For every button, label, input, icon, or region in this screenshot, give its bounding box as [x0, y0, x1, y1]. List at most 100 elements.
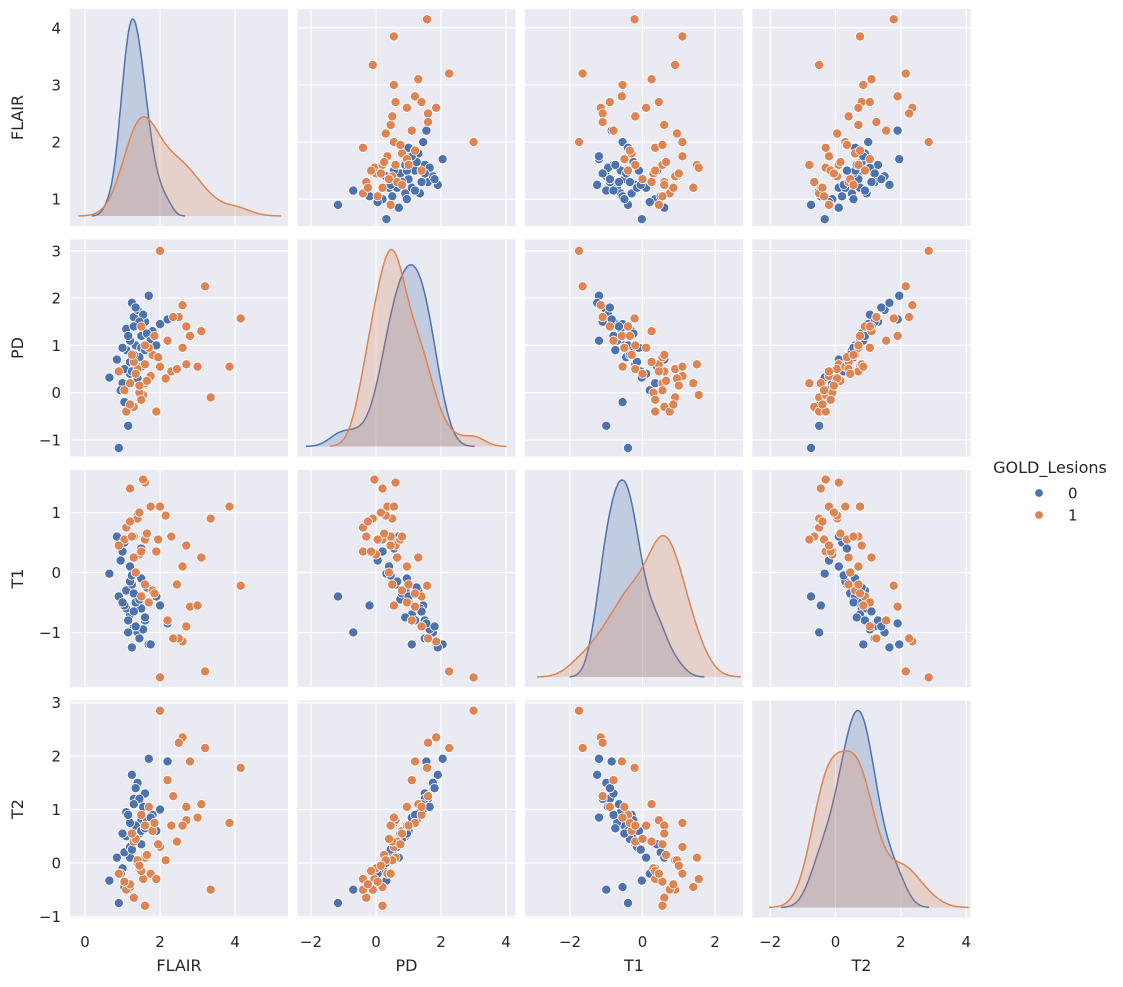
- scatter-point-group-1: [866, 74, 877, 85]
- scatter-point-group-1: [155, 245, 166, 256]
- scatter-point-group-1: [235, 762, 246, 773]
- scatter-point-group-0: [155, 804, 166, 815]
- y-tick-label: 3: [51, 242, 61, 260]
- x-tick-label: 4: [961, 933, 971, 951]
- scatter-point-group-0: [597, 168, 608, 179]
- scatter-point-group-1: [843, 111, 854, 122]
- scatter-point-group-1: [900, 68, 911, 79]
- scatter-point-group-1: [205, 392, 216, 403]
- scatter-point-group-0: [348, 185, 359, 196]
- scatter-point-group-1: [444, 666, 455, 677]
- scatter-point-group-1: [828, 507, 839, 518]
- scatter-point-group-1: [168, 791, 179, 802]
- scatter-point-group-0: [606, 756, 617, 767]
- scatter-point-group-1: [149, 330, 160, 341]
- scatter-point-group-0: [806, 199, 817, 210]
- scatter-point-group-1: [677, 841, 688, 852]
- scatter-point-group-1: [126, 349, 137, 360]
- scatter-point-group-0: [833, 561, 844, 572]
- scatter-point-group-0: [623, 442, 634, 453]
- scatter-point-group-1: [864, 621, 875, 632]
- scatter-point-group-0: [892, 618, 903, 629]
- scatter-point-group-1: [395, 839, 406, 850]
- scatter-point-group-1: [646, 177, 657, 188]
- scatter-point-group-1: [413, 552, 424, 563]
- scatter-point-group-1: [677, 31, 688, 42]
- scatter-point-group-1: [653, 366, 664, 377]
- scatter-point-group-0: [613, 177, 624, 188]
- legend-marker-0: [1034, 488, 1044, 498]
- scatter-point-group-0: [869, 168, 880, 179]
- scatter-point-group-0: [613, 321, 624, 332]
- panel-PD-vs-FLAIR: [70, 239, 288, 457]
- scatter-point-group-1: [855, 588, 866, 599]
- x-axis-label: T2: [851, 956, 872, 975]
- scatter-point-group-0: [381, 214, 392, 225]
- y-tick-label: 2: [51, 290, 61, 308]
- scatter-point-group-1: [410, 756, 421, 767]
- scatter-point-group-1: [668, 399, 679, 410]
- scatter-point-group-1: [661, 375, 672, 386]
- scatter-point-group-1: [377, 483, 388, 494]
- scatter-point-group-1: [168, 633, 179, 644]
- legend: GOLD_Lesions 0 1: [993, 458, 1107, 525]
- scatter-point-group-1: [835, 528, 846, 539]
- y-axis-label: T2: [8, 799, 27, 820]
- scatter-point-group-1: [444, 743, 455, 754]
- scatter-point-group-0: [104, 568, 115, 579]
- scatter-point-group-1: [136, 394, 147, 405]
- scatter-point-group-1: [153, 839, 164, 850]
- scatter-point-group-1: [431, 102, 442, 113]
- panel-T1-vs-T1: [525, 470, 743, 687]
- scatter-point-group-1: [646, 799, 657, 810]
- scatter-point-group-1: [196, 552, 207, 563]
- scatter-point-group-0: [884, 179, 895, 190]
- scatter-point-group-1: [375, 507, 386, 518]
- scatter-point-group-1: [892, 330, 903, 341]
- scatter-point-group-1: [362, 182, 373, 193]
- scatter-point-group-1: [403, 159, 414, 170]
- scatter-point-group-0: [113, 442, 124, 453]
- scatter-point-group-1: [892, 91, 903, 102]
- scatter-point-group-1: [858, 600, 869, 611]
- kde-line-group-1: [768, 750, 969, 909]
- scatter-point-group-1: [595, 300, 606, 311]
- scatter-point-group-0: [348, 627, 359, 638]
- scatter-point-group-1: [235, 313, 246, 324]
- scatter-point-group-1: [130, 368, 141, 379]
- scatter-point-group-1: [597, 312, 608, 323]
- scatter-point-group-1: [388, 31, 399, 42]
- y-tick-label: 4: [51, 19, 61, 37]
- scatter-point-group-0: [140, 612, 151, 623]
- scatter-point-group-0: [884, 642, 895, 653]
- scatter-point-group-1: [200, 666, 211, 677]
- scatter-point-group-1: [130, 567, 141, 578]
- scatter-point-group-1: [140, 340, 151, 351]
- scatter-point-group-1: [177, 820, 188, 831]
- scatter-point-group-1: [859, 165, 870, 176]
- panel-background: [70, 9, 288, 226]
- scatter-point-group-1: [403, 820, 414, 831]
- y-tick-label: 2: [51, 748, 61, 766]
- scatter-point-group-0: [126, 769, 137, 780]
- panel-background: [752, 700, 971, 918]
- scatter-point-group-0: [892, 125, 903, 136]
- scatter-point-group-1: [413, 74, 424, 85]
- scatter-point-group-0: [863, 137, 874, 148]
- scatter-point-group-1: [650, 394, 661, 405]
- scatter-point-group-0: [348, 884, 359, 895]
- scatter-point-group-0: [848, 597, 859, 608]
- scatter-point-group-1: [366, 546, 377, 557]
- scatter-point-group-1: [406, 125, 417, 136]
- scatter-point-group-1: [397, 828, 408, 839]
- scatter-point-group-1: [388, 812, 399, 823]
- panel-T2-vs-FLAIR: [70, 700, 288, 918]
- scatter-point-group-1: [659, 119, 670, 130]
- scatter-point-group-1: [855, 330, 866, 341]
- scatter-point-group-1: [162, 335, 173, 346]
- scatter-point-group-0: [866, 606, 877, 617]
- scatter-point-group-0: [604, 174, 615, 185]
- scatter-point-group-1: [369, 474, 380, 485]
- scatter-point-group-1: [845, 567, 856, 578]
- scatter-point-group-0: [593, 753, 604, 764]
